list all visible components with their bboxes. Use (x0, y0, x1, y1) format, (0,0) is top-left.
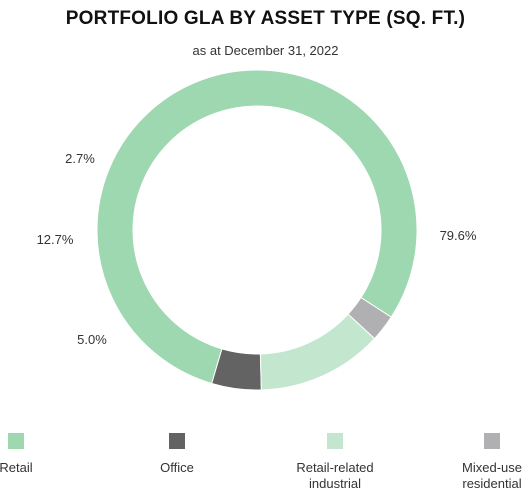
legend-swatch-mixed-use-residential (484, 433, 500, 449)
chart-subtitle: as at December 31, 2022 (192, 43, 339, 58)
legend-swatch-retail (8, 433, 24, 449)
chart-title: PORTFOLIO GLA BY ASSET TYPE (SQ. FT.) (65, 8, 466, 29)
donut-chart: 79.6% 5.0% 12.7% 2.7% (37, 69, 477, 391)
data-label-office: 5.0% (77, 332, 107, 347)
legend-label-retail: Retail (0, 460, 33, 475)
legend-swatch-retail-related-industrial (327, 433, 343, 449)
data-label-mixed-use-residential: 2.7% (65, 151, 95, 166)
legend-item-retail: Retail (0, 433, 71, 476)
slice-retail (96, 69, 418, 385)
legend-label-retail-related-industrial: Retail-related industrial (296, 460, 374, 491)
slice-mixed-use-residential (347, 296, 392, 340)
legend-label-office: Office (160, 460, 194, 475)
legend-label-mixed-use-residential: Mixed-use residential (462, 460, 522, 491)
legend-item-office: Office (122, 433, 232, 476)
legend-item-mixed-use-residential: Mixed-use residential (437, 433, 531, 492)
data-label-retail-related-industrial: 12.7% (37, 232, 74, 247)
slice-retail-related-industrial (259, 313, 376, 391)
data-label-retail: 79.6% (440, 228, 477, 243)
legend-item-retail-related-industrial: Retail-related industrial (280, 433, 390, 492)
legend-swatch-office (169, 433, 185, 449)
